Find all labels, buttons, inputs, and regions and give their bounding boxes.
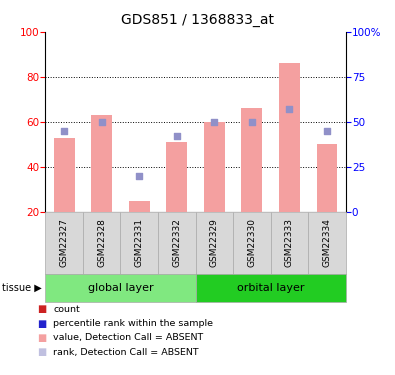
Bar xyxy=(91,115,112,212)
Bar xyxy=(316,144,337,212)
Text: ■: ■ xyxy=(38,304,47,314)
Text: percentile rank within the sample: percentile rank within the sample xyxy=(53,319,213,328)
Point xyxy=(324,128,330,134)
Text: global layer: global layer xyxy=(88,283,153,293)
Text: tissue ▶: tissue ▶ xyxy=(2,283,42,293)
FancyBboxPatch shape xyxy=(271,212,308,274)
Bar xyxy=(241,108,262,212)
Text: GSM22327: GSM22327 xyxy=(60,218,69,267)
Point xyxy=(136,173,143,179)
Text: ■: ■ xyxy=(38,333,47,343)
Text: GSM22330: GSM22330 xyxy=(247,218,256,267)
Point xyxy=(249,119,255,125)
FancyBboxPatch shape xyxy=(120,212,158,274)
Text: GSM22328: GSM22328 xyxy=(97,218,106,267)
FancyBboxPatch shape xyxy=(83,212,120,274)
Text: GSM22334: GSM22334 xyxy=(322,218,331,267)
Text: rank, Detection Call = ABSENT: rank, Detection Call = ABSENT xyxy=(53,348,199,357)
Text: ■: ■ xyxy=(38,347,47,357)
FancyBboxPatch shape xyxy=(308,212,346,274)
Point xyxy=(61,128,67,134)
Text: GSM22332: GSM22332 xyxy=(172,218,181,267)
Text: GSM22329: GSM22329 xyxy=(210,218,219,267)
Bar xyxy=(166,142,187,212)
Text: orbital layer: orbital layer xyxy=(237,283,304,293)
Bar xyxy=(204,122,225,212)
Bar xyxy=(129,201,150,212)
Text: ■: ■ xyxy=(38,319,47,328)
Point xyxy=(173,133,180,139)
Text: count: count xyxy=(53,305,80,314)
Bar xyxy=(279,63,300,212)
FancyBboxPatch shape xyxy=(196,212,233,274)
Text: GDS851 / 1368833_at: GDS851 / 1368833_at xyxy=(121,13,274,27)
Point xyxy=(99,119,105,125)
Point xyxy=(286,106,292,112)
Text: GSM22333: GSM22333 xyxy=(285,218,294,267)
Text: value, Detection Call = ABSENT: value, Detection Call = ABSENT xyxy=(53,333,203,342)
Bar xyxy=(54,138,75,212)
Point xyxy=(211,119,217,125)
FancyBboxPatch shape xyxy=(158,212,196,274)
FancyBboxPatch shape xyxy=(233,212,271,274)
FancyBboxPatch shape xyxy=(196,274,346,302)
FancyBboxPatch shape xyxy=(45,274,196,302)
Text: GSM22331: GSM22331 xyxy=(135,218,144,267)
FancyBboxPatch shape xyxy=(45,212,83,274)
